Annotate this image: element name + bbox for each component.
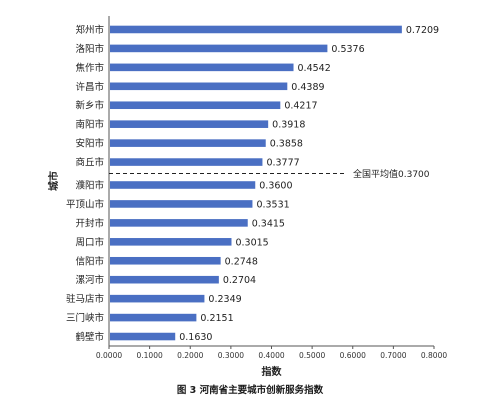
category-label: 驻马店市 <box>66 293 105 305</box>
category-label: 信阳市 <box>75 255 104 267</box>
x-tick-label: 0.6000 <box>340 351 366 360</box>
x-axis-title: 指数 <box>262 365 283 378</box>
bar-鹤壁市 <box>110 332 176 341</box>
bar-三门峡市 <box>110 313 197 322</box>
value-label: 0.3918 <box>272 120 305 131</box>
x-tick-label: 0.0000 <box>96 351 122 360</box>
category-label: 商丘市 <box>75 157 104 169</box>
value-label: 0.4542 <box>298 63 331 74</box>
value-label: 0.3777 <box>266 158 299 169</box>
category-label: 开封市 <box>75 217 104 229</box>
bar-郑州市 <box>110 25 402 34</box>
y-axis-title: 城市 <box>47 171 60 191</box>
x-tick-label: 0.4000 <box>258 351 284 360</box>
bar-濮阳市 <box>110 181 256 189</box>
category-label: 南阳市 <box>75 119 104 131</box>
bar-南阳市 <box>110 120 269 128</box>
category-label: 三门峡市 <box>66 312 105 324</box>
bar-洛阳市 <box>110 44 328 53</box>
bar-焦作市 <box>110 63 294 72</box>
value-label: 0.3015 <box>235 237 268 248</box>
value-label: 0.3415 <box>252 218 285 229</box>
bar-新乡市 <box>110 101 281 110</box>
bar-周口市 <box>110 238 232 246</box>
value-label: 0.1630 <box>179 332 212 343</box>
value-label: 0.3531 <box>256 199 289 210</box>
category-label: 洛阳市 <box>75 43 104 55</box>
bar-许昌市 <box>110 82 288 91</box>
value-label: 0.4217 <box>284 101 317 112</box>
value-label: 0.5376 <box>331 44 364 55</box>
value-label: 0.2349 <box>208 294 241 305</box>
category-label: 周口市 <box>75 236 104 248</box>
category-label: 鹤壁市 <box>75 331 104 343</box>
value-label: 0.2704 <box>223 275 256 286</box>
x-tick-label: 0.2000 <box>177 351 203 360</box>
figure-caption: 图 3 河南省主要城市创新服务指数 <box>176 385 324 396</box>
bar-安阳市 <box>110 139 266 147</box>
bar-商丘市 <box>110 158 263 166</box>
category-label: 许昌市 <box>75 81 104 93</box>
x-tick-label: 0.5000 <box>299 351 325 360</box>
value-label: 0.2748 <box>225 256 258 267</box>
bar-漯河市 <box>110 275 219 284</box>
bar-驻马店市 <box>110 294 205 303</box>
category-label: 郑州市 <box>75 24 104 36</box>
average-reference-label: 全国平均值0.3700 <box>353 168 430 180</box>
category-label: 濮阳市 <box>75 180 104 192</box>
category-label: 漯河市 <box>75 274 104 286</box>
x-tick-label: 0.8000 <box>421 351 447 360</box>
value-label: 0.2151 <box>200 313 233 324</box>
x-tick-label: 0.3000 <box>218 351 244 360</box>
category-label: 平顶山市 <box>66 198 105 210</box>
category-label: 焦作市 <box>75 62 104 74</box>
value-label: 0.7209 <box>406 25 439 36</box>
bar-平顶山市 <box>110 200 253 208</box>
value-label: 0.4389 <box>291 82 324 93</box>
bar-开封市 <box>110 219 248 227</box>
bar-信阳市 <box>110 256 221 265</box>
value-label: 0.3858 <box>270 139 303 150</box>
category-label: 安阳市 <box>75 138 104 150</box>
x-tick-label: 0.1000 <box>137 351 163 360</box>
x-tick-label: 0.7000 <box>380 351 406 360</box>
value-label: 0.3600 <box>259 181 292 192</box>
category-label: 新乡市 <box>75 100 104 112</box>
